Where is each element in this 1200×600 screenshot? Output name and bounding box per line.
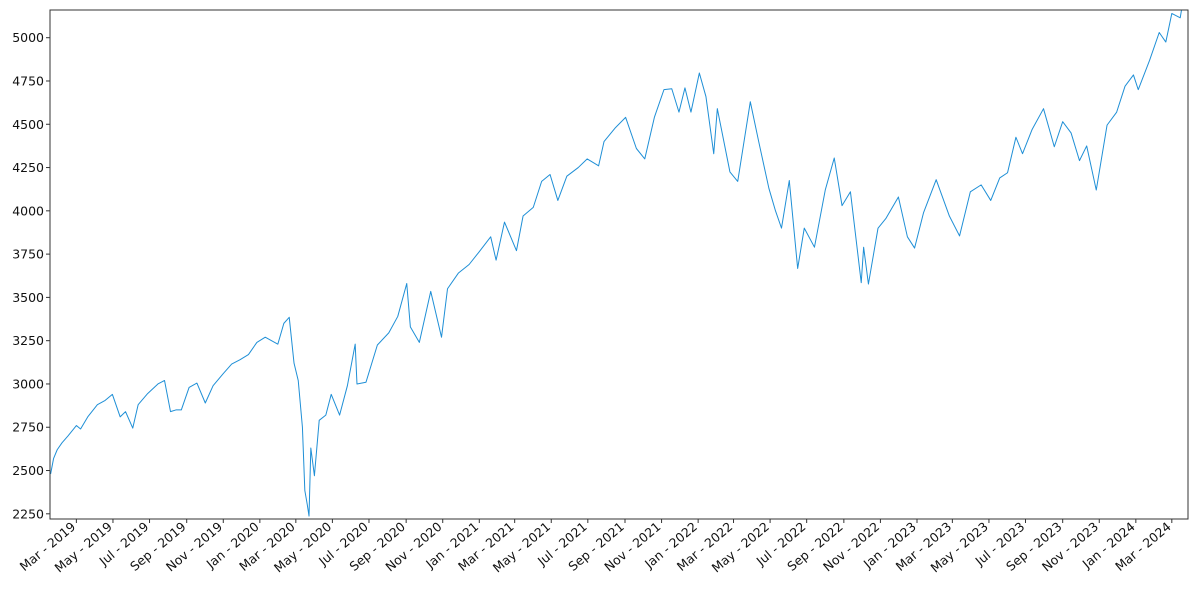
series-line [50,10,1188,517]
y-tick-label: 3750 [12,247,44,262]
y-tick-label: 4750 [12,73,44,88]
y-tick-label: 2250 [12,506,44,521]
y-tick-label: 4000 [12,203,44,218]
y-axis: 2250 2500 2750 3000 3250 3500 3750 4000 4250 4500… [12,30,50,521]
plot-frame [49,9,1189,520]
y-tick-label: 3250 [12,333,44,348]
y-tick-label: 5000 [12,30,44,45]
y-tick-label: 3000 [12,376,44,391]
y-tick-label: 4500 [12,117,44,132]
y-tick-label: 3500 [12,290,44,305]
series-layer [50,10,1188,517]
y-tick-label: 2500 [12,463,44,478]
y-tick-label: 2750 [12,420,44,435]
y-tick-label: 4250 [12,160,44,175]
